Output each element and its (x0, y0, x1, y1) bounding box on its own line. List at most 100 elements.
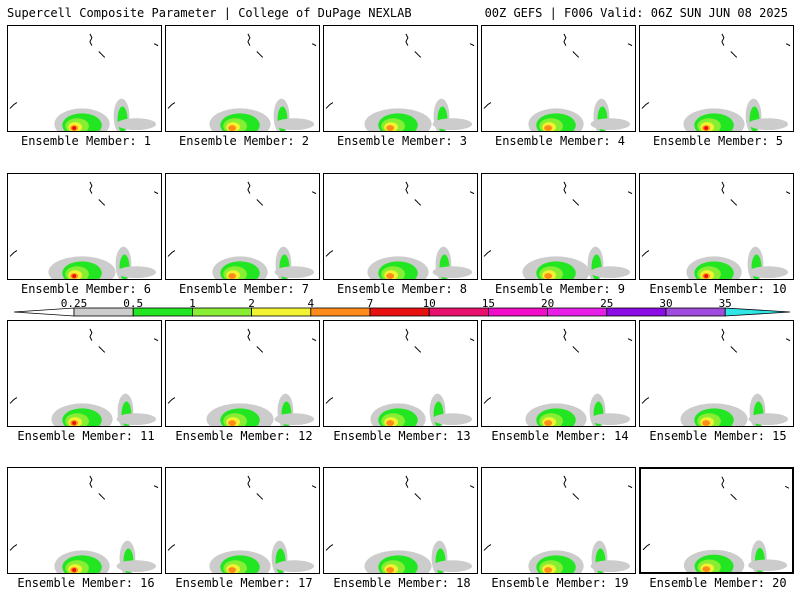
ensemble-panel-13[interactable] (323, 320, 478, 427)
colorbar-tick-label: 0.5 (123, 297, 144, 310)
scp-contour (72, 274, 77, 279)
colorbar-tick-label: 35 (718, 297, 732, 310)
ensemble-panel-17[interactable] (165, 467, 320, 574)
panel-label: Ensemble Member: 12 (175, 429, 313, 443)
colorbar-tick-label: 4 (307, 297, 315, 310)
colorbar-tick-label: 2 (248, 297, 255, 310)
scp-contour (590, 266, 631, 279)
coastline (785, 338, 791, 342)
coastline (153, 485, 159, 489)
coastline (641, 102, 650, 109)
scp-contour (544, 420, 553, 426)
colorbar-tick-label: 15 (481, 297, 496, 310)
coastline (469, 191, 475, 195)
colorbar-segment (310, 307, 371, 317)
panel-map (9, 181, 159, 279)
panel-map (9, 475, 159, 573)
coastline (256, 493, 264, 500)
scp-contour (386, 420, 395, 426)
coastline (325, 397, 334, 404)
panel-label: Ensemble Member: 3 (336, 134, 468, 148)
panel-map (483, 181, 633, 279)
ensemble-panel-3[interactable] (323, 25, 478, 132)
coastline (9, 250, 18, 257)
coastline (325, 544, 334, 551)
coastline (98, 493, 106, 500)
coastline (730, 199, 738, 206)
colorbar-segment (606, 307, 667, 317)
panel-label: Ensemble Member: 7 (178, 282, 310, 296)
panel-label: Ensemble Member: 14 (491, 429, 629, 443)
scp-contour (386, 273, 395, 279)
scp-contour (274, 560, 315, 573)
panel-map (641, 181, 791, 279)
coastline (98, 199, 106, 206)
ensemble-panel-20[interactable] (639, 467, 794, 574)
scp-contour (274, 266, 315, 279)
ensemble-panel-8[interactable] (323, 173, 478, 280)
panel-label: Ensemble Member: 20 (649, 576, 787, 590)
ensemble-panel-9[interactable] (481, 173, 636, 280)
colorbar-segment (428, 307, 489, 317)
ensemble-panel-12[interactable] (165, 320, 320, 427)
panel-map (483, 328, 633, 426)
colorbar-tick-label: 7 (366, 297, 374, 310)
colorbar-tick-label: 25 (600, 297, 614, 310)
coastline (785, 43, 791, 47)
colorbar-segment (487, 307, 548, 317)
panel-label: Ensemble Member: 17 (175, 576, 313, 590)
scp-contour (72, 421, 77, 426)
coastline (89, 181, 93, 194)
ensemble-panel-5[interactable] (639, 25, 794, 132)
coastline (98, 51, 106, 58)
coastline (153, 191, 159, 195)
coastline (325, 102, 334, 109)
coastline (469, 43, 475, 47)
coastline (167, 250, 176, 257)
scp-contour (544, 273, 553, 279)
ensemble-panel-19[interactable] (481, 467, 636, 574)
scp-contour (116, 118, 157, 131)
ensemble-panel-1[interactable] (7, 25, 162, 132)
ensemble-panel-7[interactable] (165, 173, 320, 280)
panel-label: Ensemble Member: 6 (20, 282, 152, 296)
ensemble-panel-10[interactable] (639, 173, 794, 280)
colorbar-segment (369, 307, 430, 317)
coastline (721, 476, 725, 489)
colorbar-segment (547, 307, 608, 317)
panel-label: Ensemble Member: 16 (17, 576, 155, 590)
coastline (167, 397, 176, 404)
ensemble-panel-11[interactable] (7, 320, 162, 427)
coastline (405, 475, 409, 488)
coastline (785, 191, 791, 195)
coastline (9, 102, 18, 109)
coastline (89, 475, 93, 488)
scp-contour (702, 566, 711, 572)
coastline (572, 199, 580, 206)
run-info: 00Z GEFS | F006 Valid: 06Z SUN JUN 08 20… (484, 6, 788, 20)
coastline (153, 43, 159, 47)
scp-contour (432, 266, 473, 279)
coastline (414, 51, 422, 58)
coastline (721, 328, 725, 341)
ensemble-panel-2[interactable] (165, 25, 320, 132)
coastline (414, 493, 422, 500)
panel-map (641, 33, 791, 131)
ensemble-panel-15[interactable] (639, 320, 794, 427)
coastline (627, 485, 633, 489)
ensemble-panel-16[interactable] (7, 467, 162, 574)
ensemble-panel-18[interactable] (323, 467, 478, 574)
ensemble-panel-4[interactable] (481, 25, 636, 132)
colorbar-graphic (13, 307, 791, 317)
panel-label: Ensemble Member: 9 (494, 282, 626, 296)
ensemble-panel-6[interactable] (7, 173, 162, 280)
ensemble-panel-14[interactable] (481, 320, 636, 427)
scp-contour (704, 274, 709, 279)
panel-label: Ensemble Member: 5 (652, 134, 784, 148)
panel-label: Ensemble Member: 18 (333, 576, 471, 590)
coastline (627, 191, 633, 195)
panel-label: Ensemble Member: 1 (20, 134, 152, 148)
coastline (641, 250, 650, 257)
scp-contour (590, 118, 631, 131)
coastline (167, 102, 176, 109)
